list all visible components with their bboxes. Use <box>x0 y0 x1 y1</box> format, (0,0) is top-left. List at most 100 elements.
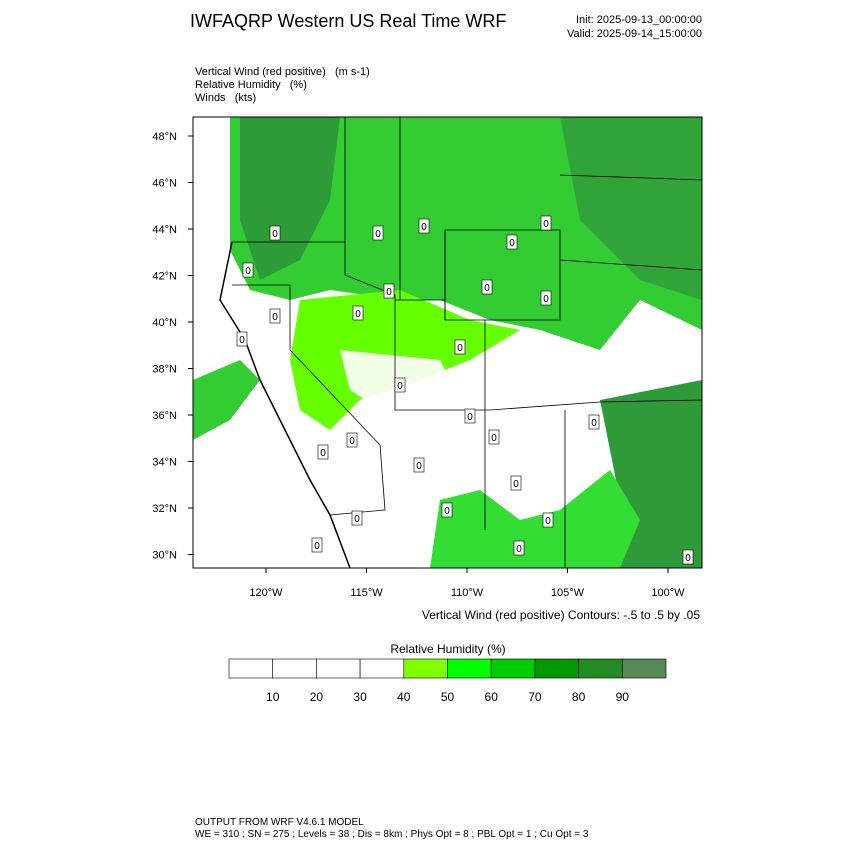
contour-label: 0 <box>457 343 463 354</box>
footer-line: OUTPUT FROM WRF V4.6.1 MODEL <box>195 817 364 828</box>
field-label: Vertical Wind (red positive) (m s-1) <box>195 66 370 78</box>
humid-area <box>560 117 702 300</box>
contour-label-box <box>418 218 430 234</box>
contour-label: 0 <box>516 544 522 555</box>
contour-label-box <box>682 549 694 565</box>
lat-label: 36°N <box>152 410 177 422</box>
contour-label-box <box>242 262 254 278</box>
contour-label-box <box>394 377 406 393</box>
contour-label: 0 <box>543 294 549 305</box>
contour-label-box <box>464 408 476 424</box>
lon-label: 105°W <box>551 587 585 599</box>
colorbar-box <box>359 658 405 679</box>
contour-label: 0 <box>416 461 422 472</box>
field-label: Relative Humidity (%) <box>195 79 307 91</box>
contour-label-box <box>352 305 364 321</box>
contour-label: 0 <box>354 514 360 525</box>
contour-label: 0 <box>245 266 251 277</box>
contour-label-box <box>540 215 552 231</box>
colorbar-box <box>272 658 317 679</box>
map <box>192 116 703 569</box>
lat-label: 38°N <box>152 364 177 376</box>
contour-label: 0 <box>467 412 473 423</box>
contour-label: 0 <box>421 222 427 233</box>
contour-label: 0 <box>239 335 245 346</box>
contour-label-box <box>481 279 493 295</box>
lat-label: 34°N <box>152 457 177 469</box>
contour-label: 0 <box>320 448 326 459</box>
contour-label-box <box>542 512 554 528</box>
colorbar-box <box>490 658 536 679</box>
colorbar-tick-label: 20 <box>310 690 324 704</box>
contour-label: 0 <box>484 283 490 294</box>
colorbar-box <box>447 658 492 679</box>
footer-line: WE = 310 ; SN = 275 ; Levels = 38 ; Dis … <box>195 829 589 840</box>
contour-label: 0 <box>349 436 355 447</box>
colorbar-tick-label: 80 <box>572 690 586 704</box>
contour-label-box <box>311 537 323 553</box>
contour-label-box <box>269 225 281 241</box>
colorbar-tick-label: 60 <box>485 690 499 704</box>
contour-label: 0 <box>543 219 549 230</box>
lat-label: 46°N <box>152 178 177 190</box>
coastline <box>219 241 351 568</box>
field-label: Winds (kts) <box>195 92 256 104</box>
contour-label-box <box>317 444 329 460</box>
contour-label-box <box>513 540 525 556</box>
lat-label: 44°N <box>152 224 177 236</box>
contour-label-box <box>372 225 384 241</box>
state-borders <box>232 117 702 568</box>
lon-label: 110°W <box>451 587 484 599</box>
lon-label: 120°W <box>249 587 283 599</box>
colorbar-tick-label: 10 <box>266 690 280 704</box>
contour-label: 0 <box>491 433 497 444</box>
contour-label: 0 <box>272 229 278 240</box>
contour-label-box <box>346 432 358 448</box>
contour-label: 0 <box>386 287 392 298</box>
contour-label-box <box>383 283 395 299</box>
colorbar-box <box>578 658 623 679</box>
contour-label: 0 <box>545 516 551 527</box>
init-time: Init: 2025-09-13_00:00:00 <box>576 14 702 26</box>
contour-label: 0 <box>509 238 515 249</box>
contour-label-box <box>269 308 281 324</box>
colorbar-tick-label: 50 <box>441 690 455 704</box>
colorbar-title: Relative Humidity (%) <box>390 642 505 656</box>
contour-label: 0 <box>314 541 320 552</box>
contour-label-box <box>441 502 453 518</box>
colorbar-box <box>403 658 448 679</box>
lon-label: 100°W <box>651 587 685 599</box>
contour-label: 0 <box>355 309 361 320</box>
contour-label: 0 <box>685 553 691 564</box>
colorbar-tick-label: 70 <box>528 690 542 704</box>
colorbar-tick-label: 90 <box>616 690 630 704</box>
contour-label-box <box>488 429 500 445</box>
title: IWFAQRP Western US Real Time WRF <box>190 11 506 31</box>
dry-area <box>480 370 600 490</box>
lat-label: 40°N <box>152 317 177 329</box>
contour-label: 0 <box>272 312 278 323</box>
colorbar-box <box>534 658 579 679</box>
contour-note: Vertical Wind (red positive) Contours: -… <box>422 608 700 622</box>
humid-area <box>193 360 260 440</box>
colorbar-box <box>316 658 361 679</box>
contour-label-box <box>236 331 248 347</box>
contour-label-box <box>506 234 518 250</box>
contour-label: 0 <box>444 506 450 517</box>
contour-label: 0 <box>397 381 403 392</box>
humid-area <box>430 470 640 568</box>
contour-label: 0 <box>591 418 597 429</box>
lat-label: 48°N <box>152 131 177 143</box>
colorbar-tick-label: 30 <box>353 690 367 704</box>
colorbar-box <box>228 658 274 679</box>
contour-label: 0 <box>375 229 381 240</box>
contour-label-box <box>588 414 600 430</box>
map-frame <box>192 116 703 569</box>
lat-label: 30°N <box>152 550 177 562</box>
humid-area <box>240 117 340 280</box>
contour-label-box <box>540 290 552 306</box>
valid-time: Valid: 2025-09-14_15:00:00 <box>567 28 702 40</box>
colorbar-box <box>621 658 667 679</box>
